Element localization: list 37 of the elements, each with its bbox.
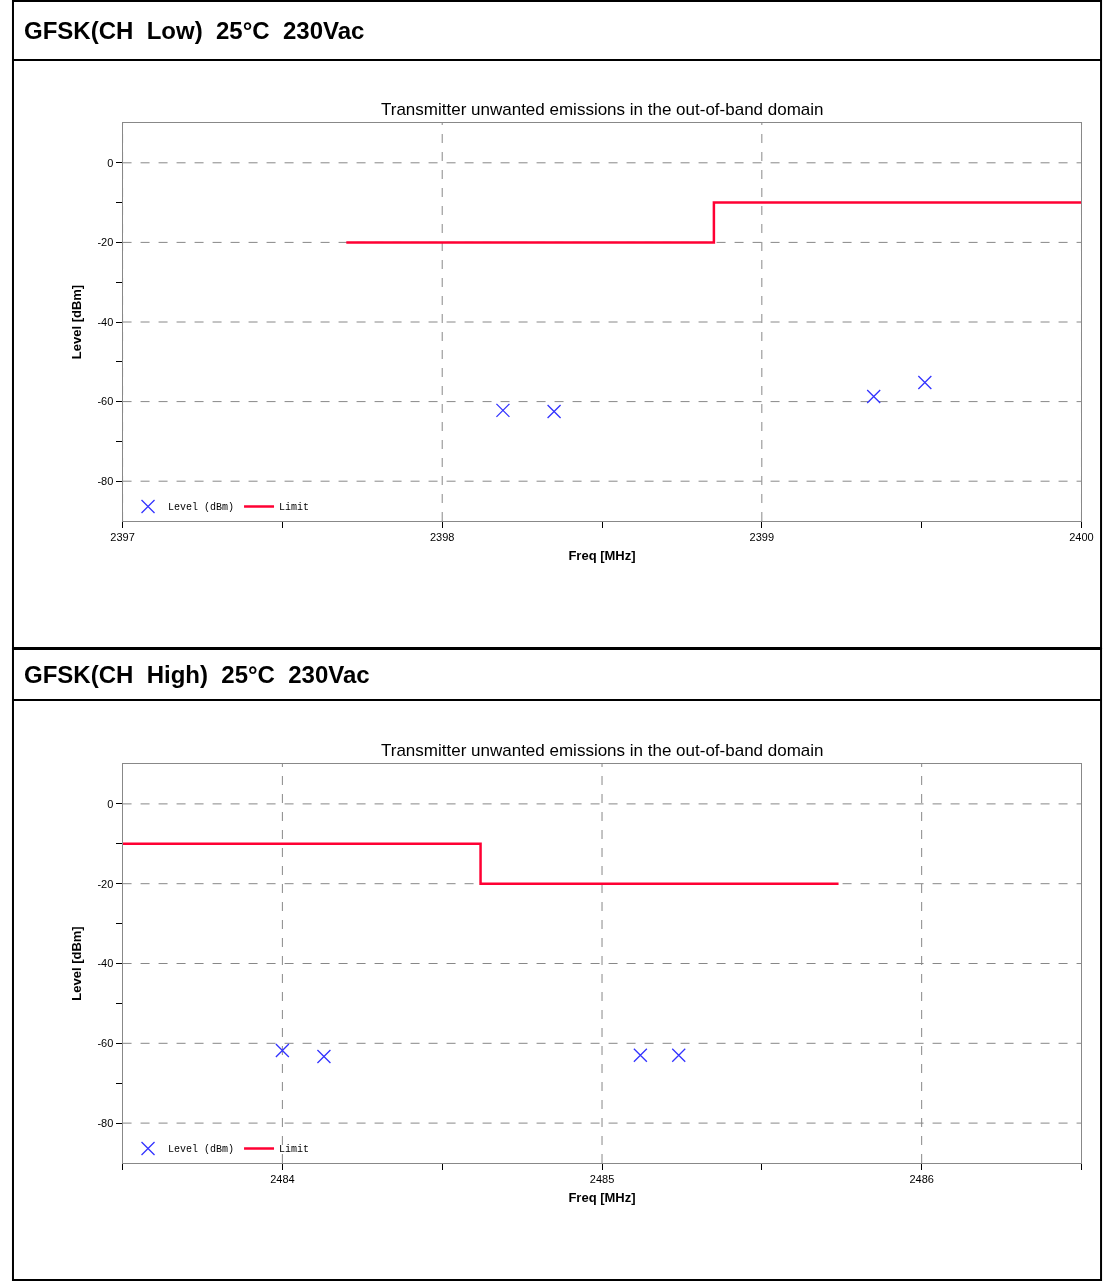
point xyxy=(917,375,932,390)
point xyxy=(671,1048,686,1063)
point xyxy=(546,404,562,419)
x-axis-title: Freq [MHz] xyxy=(568,547,636,563)
point xyxy=(275,1043,290,1058)
y-axis-title: Level [dBm] xyxy=(69,926,85,1001)
y-tick-label: -60 xyxy=(97,1037,114,1050)
y-tick-label: -80 xyxy=(97,475,114,488)
point xyxy=(316,1049,332,1064)
y-axis-title: Level [dBm] xyxy=(69,284,85,360)
chart-subtitle: Transmitter unwanted emissions in the out-of-band domain xyxy=(381,741,824,760)
x-tick-label: 2400 xyxy=(1069,531,1094,544)
x-tick-label: 2484 xyxy=(270,1173,295,1186)
y-tick-label: -20 xyxy=(97,236,114,249)
chart-subtitle: Transmitter unwanted emissions in the out-of-band domain xyxy=(381,100,824,119)
chart-title: GFSK(CH High) 25°C 230Vac xyxy=(24,661,370,688)
chart-title: GFSK(CH Low) 25°C 230Vac xyxy=(24,17,365,44)
y-tick-label: -40 xyxy=(97,315,114,328)
x-tick-label: 2398 xyxy=(429,531,455,544)
point xyxy=(866,389,881,404)
x-axis-title: Freq [MHz] xyxy=(568,1189,636,1205)
x-tick-label: 2485 xyxy=(589,1173,615,1186)
y-tick-label: -80 xyxy=(97,1116,114,1129)
y-tick-label: -20 xyxy=(97,877,114,890)
y-tick-label: 0 xyxy=(107,797,114,810)
legend-label: Limit xyxy=(279,1144,310,1156)
x-tick-label: 2399 xyxy=(749,531,775,544)
legend-label: Level (dBm) xyxy=(168,1144,235,1156)
x-tick-label: 2486 xyxy=(909,1173,934,1186)
y-tick-label: -40 xyxy=(97,957,114,970)
legend-label: Limit xyxy=(279,502,310,514)
x-tick-label: 2397 xyxy=(110,531,135,544)
point xyxy=(495,403,511,418)
y-tick-label: -60 xyxy=(97,395,114,408)
legend-label: Level (dBm) xyxy=(168,502,235,514)
y-tick-label: 0 xyxy=(107,156,114,169)
point xyxy=(633,1048,648,1063)
